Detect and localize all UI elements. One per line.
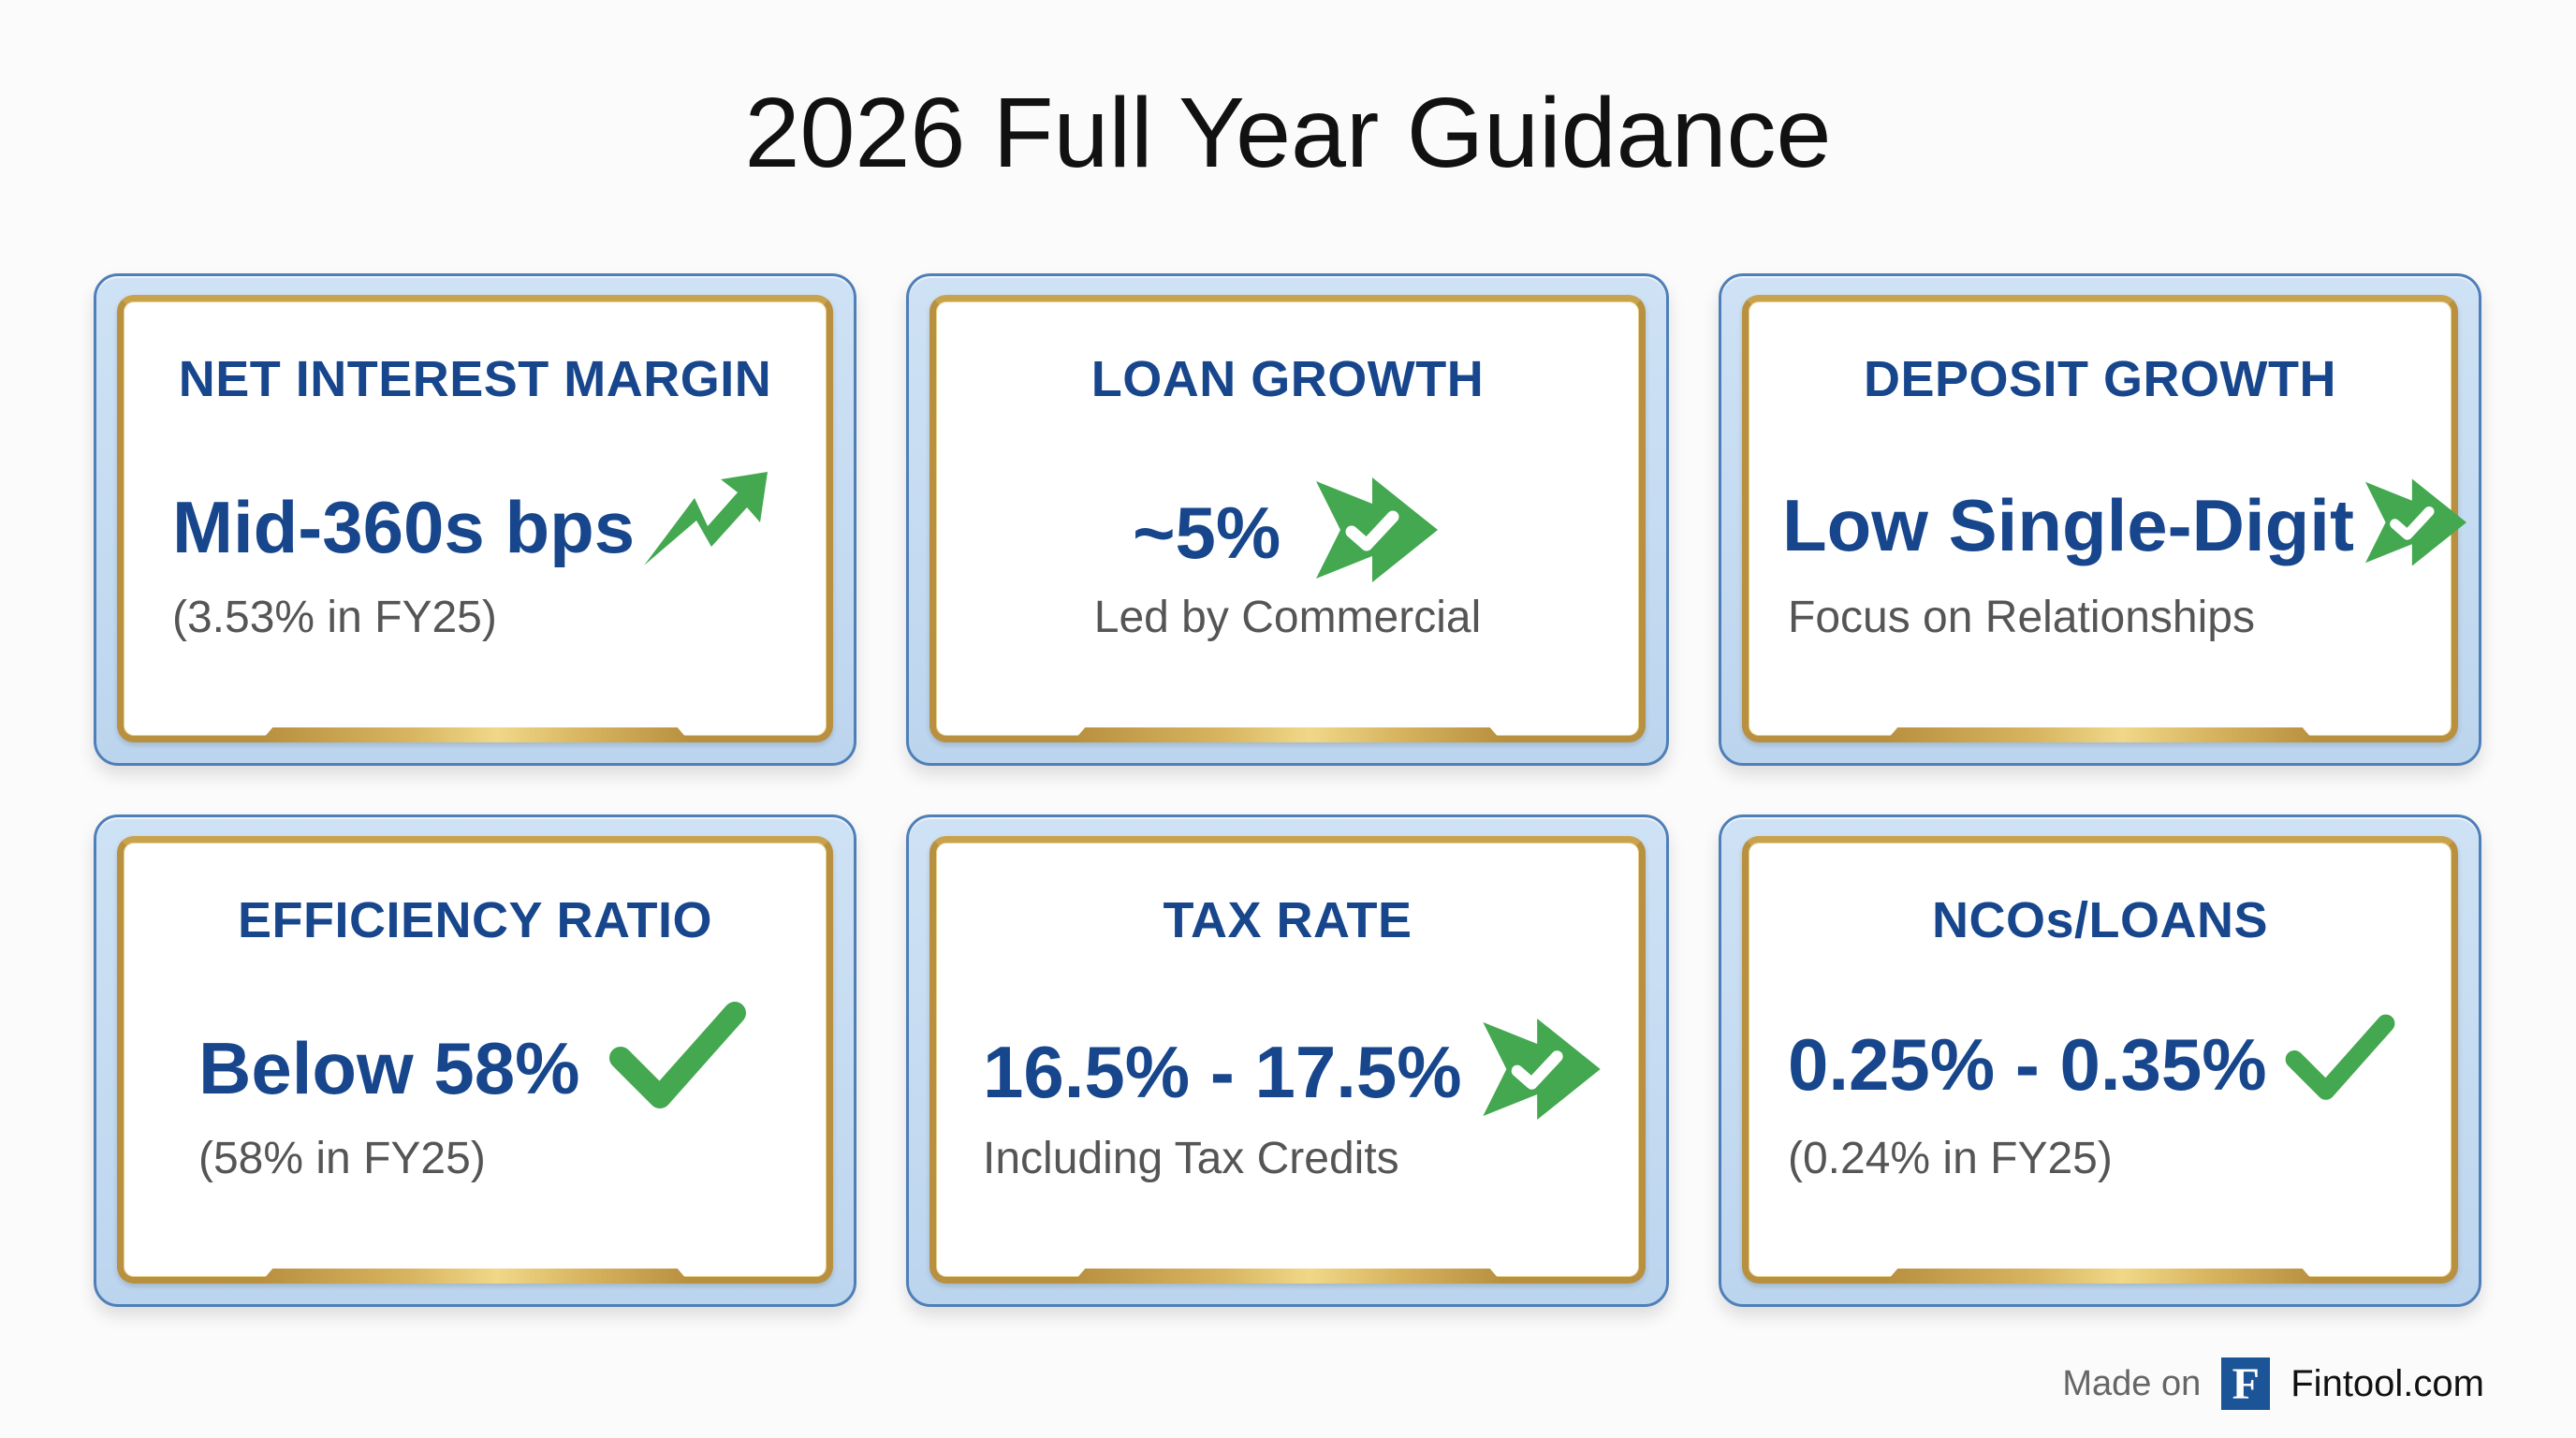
card-value: Below 58%	[198, 1026, 580, 1109]
value-row: ~5%	[1133, 477, 1439, 587]
checkmark-icon	[2284, 1011, 2396, 1109]
value-row: Below 58%	[198, 1002, 748, 1117]
card-ncos-loans: NCOs/LOANS 0.25% - 0.35% (0.24% in FY25)	[1719, 814, 2481, 1307]
gold-tab-decoration	[1884, 727, 2316, 742]
value-row: Mid-360s bps	[172, 472, 771, 576]
trending-up-arrow-icon	[640, 468, 771, 576]
card-label: NCOs/LOANS	[1931, 892, 2269, 948]
footer-made-on-text: Made on	[2062, 1363, 2202, 1403]
gold-tab-decoration	[1072, 1269, 1503, 1284]
card-value: 16.5% - 17.5%	[983, 1030, 1462, 1113]
double-arrow-check-icon	[2364, 477, 2466, 572]
card-label: LOAN GROWTH	[1090, 351, 1485, 407]
card-label: TAX RATE	[1163, 892, 1412, 948]
card-value: Mid-360s bps	[172, 485, 636, 568]
card-inner: TAX RATE 16.5% - 17.5% Including Tax Cre…	[929, 836, 1646, 1284]
gold-tab-decoration	[259, 727, 691, 742]
card-inner: EFFICIENCY RATIO Below 58% (58% in FY25)	[117, 836, 833, 1284]
card-inner: NET INTEREST MARGIN Mid-360s bps (3.53% …	[117, 295, 833, 742]
card-subtext: Focus on Relationships	[1788, 593, 2255, 642]
page-title: 2026 Full Year Guidance	[744, 78, 1832, 188]
gold-tab-decoration	[259, 1269, 691, 1284]
value-row: 16.5% - 17.5%	[983, 1019, 1601, 1124]
card-inner: NCOs/LOANS 0.25% - 0.35% (0.24% in FY25)	[1742, 836, 2458, 1284]
fintool-logo-icon: F	[2221, 1357, 2271, 1410]
card-efficiency-ratio: EFFICIENCY RATIO Below 58% (58% in FY25)	[94, 814, 856, 1307]
card-subtext: Including Tax Credits	[983, 1134, 1399, 1183]
card-value: Low Single-Digit	[1782, 483, 2354, 566]
double-arrow-check-icon	[1482, 1019, 1601, 1124]
guidance-grid: NET INTEREST MARGIN Mid-360s bps (3.53% …	[94, 273, 2482, 1307]
card-inner: LOAN GROWTH ~5% Led by Commercial	[929, 295, 1646, 742]
double-arrow-check-icon	[1316, 477, 1439, 587]
gold-tab-decoration	[1884, 1269, 2316, 1284]
card-label: DEPOSIT GROWTH	[1864, 351, 2336, 407]
footer-site-link[interactable]: Fintool.com	[2291, 1362, 2484, 1404]
card-inner: DEPOSIT GROWTH Low Single-Digit Focus on…	[1742, 295, 2466, 742]
card-subtext: (3.53% in FY25)	[172, 593, 497, 642]
card-subtext: (0.24% in FY25)	[1788, 1134, 2113, 1183]
card-tax-rate: TAX RATE 16.5% - 17.5% Including Tax Cre…	[906, 814, 1669, 1307]
card-value: 0.25% - 0.35%	[1788, 1022, 2267, 1106]
card-subtext: Led by Commercial	[1093, 593, 1482, 642]
value-row: 0.25% - 0.35%	[1788, 1014, 2396, 1109]
gold-tab-decoration	[1072, 727, 1503, 742]
card-loan-growth: LOAN GROWTH ~5% Led by Commercial	[906, 273, 1669, 766]
footer-attribution: Made on F Fintool.com	[2062, 1357, 2484, 1410]
card-label: NET INTEREST MARGIN	[178, 351, 772, 407]
card-subtext: (58% in FY25)	[198, 1134, 486, 1183]
card-deposit-growth: DEPOSIT GROWTH Low Single-Digit Focus on…	[1719, 273, 2481, 766]
value-row: Low Single-Digit	[1782, 477, 2466, 572]
card-net-interest-margin: NET INTEREST MARGIN Mid-360s bps (3.53% …	[94, 273, 856, 766]
card-label: EFFICIENCY RATIO	[237, 892, 713, 948]
card-value: ~5%	[1133, 491, 1281, 574]
checkmark-icon	[607, 1000, 748, 1117]
